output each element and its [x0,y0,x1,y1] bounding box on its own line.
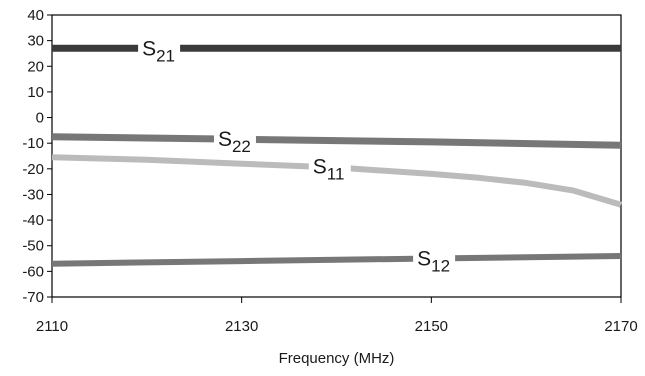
series-label-s22: S22 [213,127,256,156]
x-tick-label: 2150 [415,318,448,335]
y-tick-label: -10 [22,135,44,152]
x-tick-label: 2170 [604,318,637,335]
x-axis-label: Frequency (MHz) [279,350,395,367]
series-labels: S21 S22 S11 S12 [138,36,456,276]
series-label-s11: S11 [308,154,351,184]
series-label-s12: S12 [413,246,456,276]
y-axis-ticks: 40 30 20 10 0 -10 -20 -30 -40 -50 -60 -70 [22,7,52,306]
x-axis-ticks: 2110 2130 2150 2170 [36,297,638,335]
y-tick-label: 30 [27,33,44,50]
series-line-s22 [51,133,622,149]
x-tick-label: 2110 [36,318,68,335]
x-tick-label: 2130 [225,318,258,335]
svg-text:S12: S12 [417,248,450,276]
series-label-s21: S21 [138,36,181,65]
svg-text:S21: S21 [142,37,175,65]
y-tick-label: -70 [22,289,44,306]
y-tick-label: -30 [22,186,44,203]
y-tick-label: -40 [22,212,44,229]
y-tick-label: 10 [27,84,44,101]
y-tick-label: -50 [22,238,44,255]
svg-text:S11: S11 [313,156,345,184]
series-line-s11 [51,154,622,208]
y-tick-label: -20 [22,161,44,178]
y-tick-label: 40 [27,7,44,24]
y-tick-label: 20 [27,58,44,75]
series-line-s12 [51,253,622,267]
svg-text:S22: S22 [218,128,251,156]
y-tick-label: 0 [36,110,44,127]
y-tick-label: -60 [22,263,44,280]
